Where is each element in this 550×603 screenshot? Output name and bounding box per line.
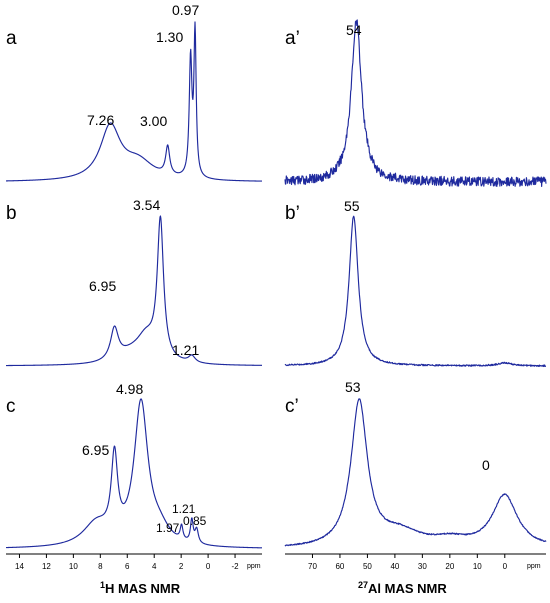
peak-label-b-3-54: 3.54 <box>133 197 160 213</box>
spectrum-a <box>5 21 263 182</box>
x-tick-label-1h-neg2: -2 <box>231 562 239 571</box>
x-tick-label-1h-8: 8 <box>98 562 103 571</box>
peak-label-a-0-97: 0.97 <box>172 2 199 18</box>
peak-label-c-0-85: 0.85 <box>183 514 207 528</box>
peak-label-b-6-95: 6.95 <box>89 278 116 294</box>
x-axis-title-1h-text: H MAS NMR <box>105 581 181 596</box>
peak-label-c-6-95: 6.95 <box>82 442 109 458</box>
x-tick-label-1h-4: 4 <box>152 562 157 571</box>
x-axis-title-27al-sup: 27 <box>358 580 368 590</box>
spectrum-a-prime <box>284 19 547 187</box>
x-axis-ticks-1h: 14 12 10 8 6 4 2 0 -2 <box>15 554 239 571</box>
peak-label-c-4-98: 4.98 <box>116 381 143 397</box>
x-tick-label-1h-12: 12 <box>42 562 51 571</box>
peak-label-c-1-97: 1.97 <box>156 521 180 535</box>
peak-label-a-prime-54: 54 <box>346 22 362 38</box>
peak-label-c-prime-53: 53 <box>345 379 361 395</box>
x-axis-title-27al-text: Al MAS NMR <box>368 581 447 596</box>
x-axis-title-1h-sup: 1 <box>100 580 105 590</box>
spectrum-b <box>5 215 263 367</box>
x-tick-label-27al-70: 70 <box>308 562 317 571</box>
x-tick-label-27al-50: 50 <box>363 562 372 571</box>
peak-label-b-prime-55: 55 <box>344 198 360 214</box>
peak-label-c-1-21: 1.21 <box>172 502 196 516</box>
panel-label-a: a <box>6 28 17 49</box>
x-tick-label-1h-2: 2 <box>179 562 184 571</box>
spectrum-b-prime <box>284 215 547 368</box>
spectrum-c-prime <box>284 398 547 547</box>
x-tick-label-1h-6: 6 <box>125 562 130 571</box>
x-tick-label-1h-14: 14 <box>15 562 24 571</box>
peak-label-a-3-00: 3.00 <box>140 113 167 129</box>
peak-label-a-1-30: 1.30 <box>156 29 183 45</box>
x-tick-label-27al-60: 60 <box>335 562 344 571</box>
x-tick-label-27al-30: 30 <box>418 562 427 571</box>
spectrum-c <box>5 398 263 549</box>
x-tick-label-27al-20: 20 <box>445 562 454 571</box>
peak-label-a-7-26: 7.26 <box>87 112 114 128</box>
x-tick-label-27al-10: 10 <box>473 562 482 571</box>
x-axis-title-1h: 1H MAS NMR <box>100 580 181 596</box>
panel-label-c-prime: c’ <box>285 396 299 417</box>
panel-label-b: b <box>6 203 17 224</box>
panel-label-b-prime: b’ <box>285 203 300 224</box>
x-axis-ticks-27al: 70 60 50 40 30 20 10 0 <box>308 554 508 571</box>
x-tick-label-1h-0: 0 <box>206 562 211 571</box>
panel-label-c: c <box>6 396 16 417</box>
peak-label-c-prime-0: 0 <box>482 457 490 473</box>
x-axis-title-27al: 27Al MAS NMR <box>358 580 447 596</box>
x-unit-label-1h: ppm <box>247 563 261 570</box>
x-unit-label-27al: ppm <box>527 563 541 570</box>
x-tick-label-27al-0: 0 <box>503 562 508 571</box>
x-tick-label-1h-10: 10 <box>69 562 78 571</box>
panel-label-a-prime: a’ <box>285 28 300 49</box>
peak-label-b-1-21: 1.21 <box>172 342 199 358</box>
x-tick-label-27al-40: 40 <box>390 562 399 571</box>
